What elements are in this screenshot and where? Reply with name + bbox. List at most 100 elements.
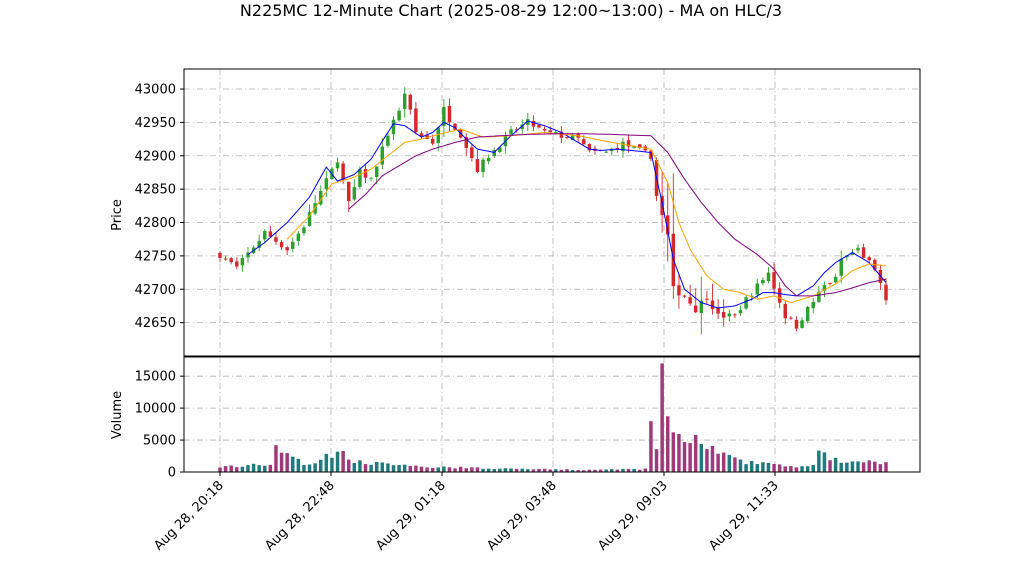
candle-body: [755, 283, 760, 295]
candle-body: [727, 313, 732, 317]
volume-bar: [593, 469, 597, 472]
volume-bar: [839, 462, 843, 472]
volume-bar: [677, 433, 681, 472]
volume-bar: [554, 469, 558, 472]
volume-bar: [425, 467, 429, 472]
ma-lines: [247, 120, 887, 309]
volume-bar: [229, 465, 233, 472]
volume-bar: [302, 465, 306, 472]
volume-bar: [632, 468, 636, 472]
volume-axis-label: Volume: [110, 391, 125, 439]
volume-bar: [257, 465, 261, 472]
volume-bar: [559, 469, 564, 472]
volume-bar: [223, 466, 228, 472]
volume-bar: [526, 469, 530, 472]
volume-bar: [251, 463, 256, 472]
volume-bar: [470, 467, 474, 472]
candle-body: [850, 252, 855, 255]
volume-bar: [307, 464, 312, 472]
volume-bar: [873, 461, 877, 472]
candle-body: [660, 196, 664, 215]
candle-body: [542, 129, 547, 131]
volume-bar: [486, 468, 491, 472]
candle-body: [442, 106, 446, 126]
candle-body: [430, 138, 435, 144]
price-tick-label: 42750: [135, 249, 176, 264]
candle-body: [531, 120, 536, 127]
volume-bar: [374, 461, 379, 472]
volume-bar: [744, 464, 748, 472]
price-axis: 42650 42700 42750 42800 42850 42900 42950 43000: [135, 83, 184, 331]
volume-bar: [291, 456, 295, 472]
volume-bar: [615, 469, 620, 472]
volume-bar: [453, 468, 457, 472]
candle-body: [526, 119, 530, 125]
volume-bar: [833, 457, 838, 472]
candle-body: [380, 146, 385, 165]
volume-bar: [845, 462, 849, 472]
candle-body: [587, 144, 592, 151]
volume-bar: [313, 463, 317, 472]
candle-body: [665, 215, 670, 235]
volume-tick-label: 15000: [135, 370, 176, 385]
candle-body: [498, 147, 502, 153]
volume-bar: [240, 466, 245, 472]
candle-body: [817, 291, 821, 302]
volume-bar: [733, 457, 737, 472]
volume-bar: [458, 466, 463, 472]
candle-body: [688, 297, 692, 304]
volume-bars: [218, 363, 888, 472]
volume-bar: [828, 460, 832, 472]
ma-line-3: [348, 133, 887, 297]
candle-body: [386, 135, 390, 146]
x-tick-label: Aug 29, 01:18: [373, 478, 449, 554]
volume-bar: [665, 416, 670, 472]
volume-bar: [811, 465, 815, 472]
x-tick-label: Aug 29, 03:48: [484, 478, 560, 554]
candle-body: [246, 252, 250, 258]
candle-body: [363, 169, 368, 178]
volume-bar: [766, 462, 771, 472]
volume-bar: [638, 469, 642, 472]
volume-bar: [352, 462, 357, 472]
volume-bar: [610, 469, 614, 472]
candle-body: [514, 129, 519, 131]
x-tick-label: Aug 28, 20:18: [151, 478, 227, 554]
candle-body: [509, 129, 513, 135]
volume-panel-frame: [183, 356, 921, 473]
volume-bar: [442, 466, 446, 472]
volume-bar: [503, 468, 508, 472]
candle-body: [257, 240, 261, 248]
price-panel-frame: [183, 68, 921, 357]
volume-bar: [363, 464, 368, 472]
candle-body: [867, 257, 871, 261]
candle-body: [744, 297, 748, 309]
candle-body: [772, 272, 776, 289]
candle-body: [794, 319, 799, 329]
volume-bar: [861, 462, 866, 472]
candle-body: [492, 150, 496, 156]
volume-bar: [805, 466, 810, 472]
candle-body: [761, 280, 765, 284]
volume-bar: [671, 432, 676, 472]
volume-bar: [296, 458, 301, 472]
candle-body: [408, 94, 413, 110]
volume-bar: [789, 466, 793, 472]
volume-bar: [319, 459, 323, 472]
candle-body: [710, 300, 715, 310]
price-grid: [184, 69, 920, 356]
volume-bar: [414, 465, 418, 472]
volume-bar: [626, 468, 631, 472]
volume-axis: 0 5000 10000 15000: [135, 370, 184, 481]
candle-body: [285, 247, 289, 251]
candle-body: [414, 108, 418, 133]
volume-bar: [721, 452, 726, 472]
ma-line-1: [247, 120, 887, 309]
candle-body: [856, 247, 860, 251]
ma-line-2: [286, 128, 887, 304]
candle-body: [346, 181, 351, 202]
candle-body: [677, 285, 681, 296]
candle-body: [268, 231, 273, 237]
volume-bar: [772, 464, 776, 472]
